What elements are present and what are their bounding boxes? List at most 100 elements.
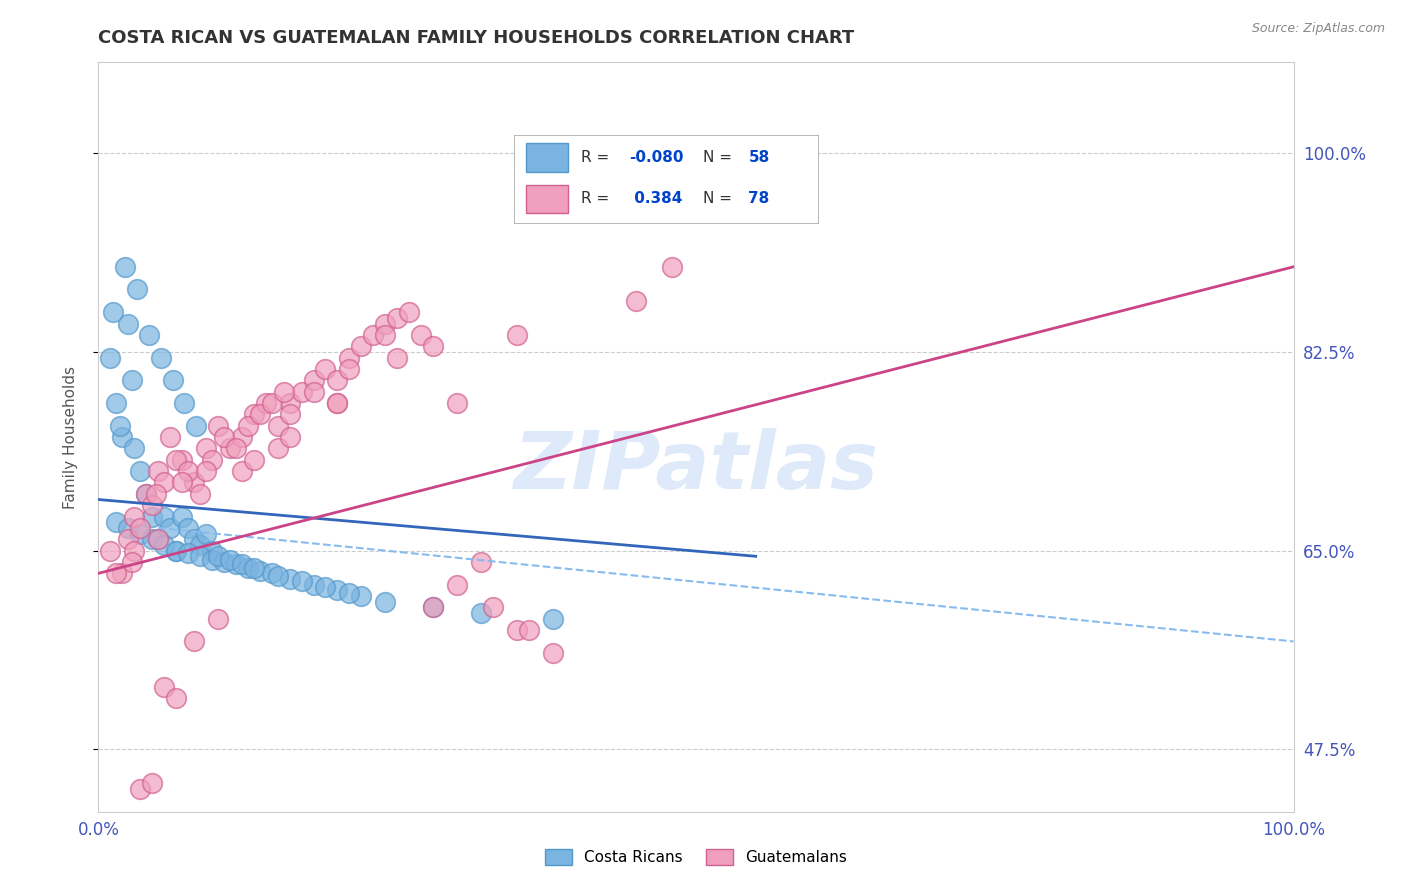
Point <box>165 691 187 706</box>
Point <box>326 373 349 387</box>
Point <box>98 543 122 558</box>
Point <box>117 521 139 535</box>
Point <box>183 533 205 547</box>
Point <box>153 680 176 694</box>
Point <box>165 543 187 558</box>
Point <box>124 509 146 524</box>
Point <box>153 475 176 490</box>
Point <box>273 384 295 399</box>
Point <box>186 418 208 433</box>
Text: R =: R = <box>581 150 614 165</box>
Point <box>153 509 176 524</box>
Point <box>188 487 211 501</box>
Point <box>177 521 200 535</box>
Point <box>446 396 468 410</box>
Point <box>212 430 235 444</box>
Point <box>124 442 146 456</box>
Point <box>153 538 176 552</box>
Point <box>661 260 683 274</box>
Point <box>339 362 361 376</box>
Point <box>278 408 301 422</box>
Point <box>207 612 229 626</box>
Point <box>177 464 200 478</box>
Point <box>141 498 163 512</box>
Point <box>470 555 492 569</box>
Text: R =: R = <box>581 191 619 206</box>
Point <box>339 351 361 365</box>
Text: 58: 58 <box>748 150 769 165</box>
Point <box>188 538 211 552</box>
Point <box>98 351 122 365</box>
Point <box>225 558 247 572</box>
Point <box>183 475 205 490</box>
Point <box>326 583 349 598</box>
Point <box>135 487 157 501</box>
Point <box>129 521 152 535</box>
Point <box>172 452 194 467</box>
Point <box>145 487 167 501</box>
Point <box>135 487 157 501</box>
Point <box>117 317 139 331</box>
Point <box>219 552 242 566</box>
Point <box>398 305 420 319</box>
Text: COSTA RICAN VS GUATEMALAN FAMILY HOUSEHOLDS CORRELATION CHART: COSTA RICAN VS GUATEMALAN FAMILY HOUSEHO… <box>98 29 855 47</box>
Point <box>148 464 170 478</box>
Point <box>315 362 337 376</box>
Point <box>148 533 170 547</box>
Point <box>517 623 540 637</box>
Point <box>201 552 224 566</box>
Point <box>172 509 194 524</box>
Point <box>422 600 444 615</box>
Point <box>506 623 529 637</box>
Point <box>188 549 211 564</box>
Point <box>267 442 290 456</box>
Point <box>350 589 373 603</box>
Point <box>105 396 128 410</box>
Point <box>105 566 128 581</box>
Point <box>141 509 163 524</box>
Point <box>385 351 409 365</box>
Point <box>207 549 229 564</box>
Point <box>243 560 266 574</box>
Point <box>278 396 301 410</box>
Point <box>165 452 187 467</box>
Point <box>117 533 139 547</box>
Point <box>339 585 361 599</box>
Point <box>141 776 163 790</box>
Point <box>363 327 385 342</box>
Point <box>129 782 152 797</box>
Point <box>267 568 290 582</box>
Point <box>177 546 200 560</box>
Point <box>231 558 253 572</box>
Point <box>159 430 181 444</box>
Point <box>159 521 181 535</box>
Point <box>302 384 325 399</box>
Point <box>541 612 564 626</box>
Point <box>101 305 124 319</box>
Point <box>411 327 433 342</box>
Point <box>350 339 373 353</box>
Point <box>141 533 163 547</box>
Legend: Costa Ricans, Guatemalans: Costa Ricans, Guatemalans <box>538 843 853 871</box>
Text: ZIPatlas: ZIPatlas <box>513 428 879 506</box>
Point <box>260 566 283 581</box>
Point <box>374 595 396 609</box>
Point <box>249 408 271 422</box>
Point <box>291 384 314 399</box>
Text: N =: N = <box>703 150 737 165</box>
Point <box>121 373 143 387</box>
Point <box>249 564 271 578</box>
Point <box>470 606 492 620</box>
Point <box>111 430 134 444</box>
Point <box>162 373 184 387</box>
Point <box>201 452 224 467</box>
Point <box>195 526 218 541</box>
Point <box>326 396 349 410</box>
Point <box>422 339 444 353</box>
Point <box>326 396 349 410</box>
Point <box>195 442 218 456</box>
Text: 78: 78 <box>748 191 769 206</box>
FancyBboxPatch shape <box>526 144 568 172</box>
Point <box>231 464 253 478</box>
Point <box>291 574 314 589</box>
